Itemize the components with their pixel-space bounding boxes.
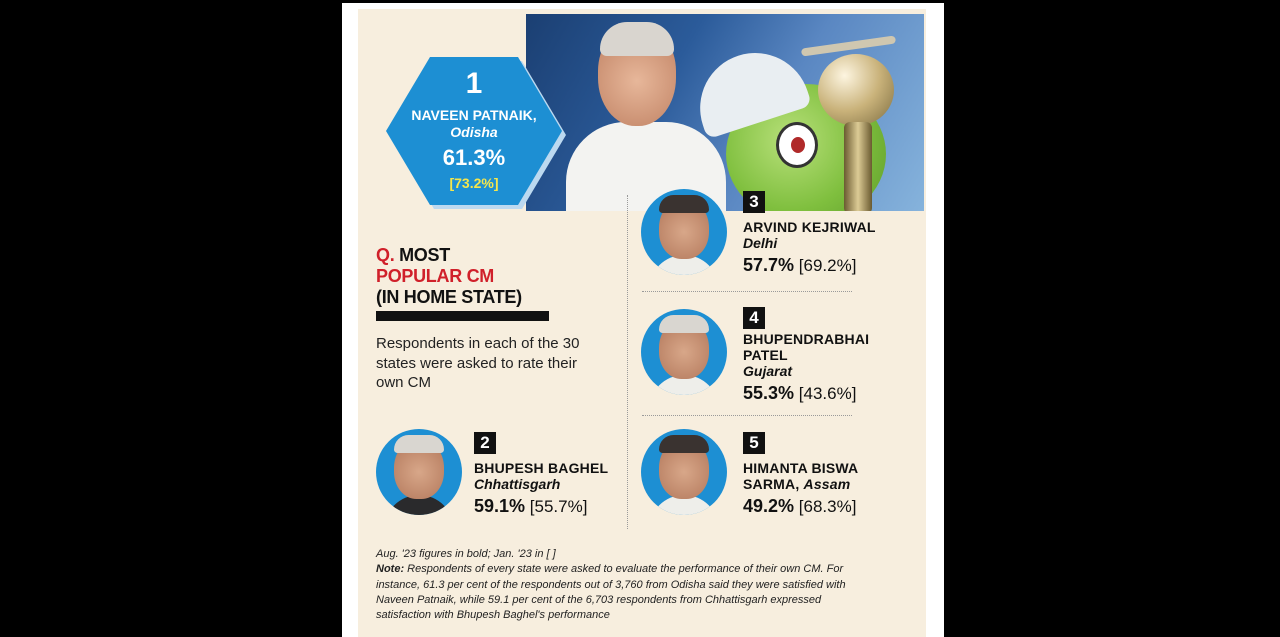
- avatar-hair-shape: [394, 435, 444, 453]
- mascot-eye-shape: [776, 122, 818, 168]
- cm-score-2: 59.1% [55.7%]: [474, 496, 587, 517]
- top-rank-score: 61.3%: [442, 145, 506, 170]
- cm-state-5: Assam: [803, 476, 851, 492]
- footnote-note: Note: Respondents of every state were as…: [376, 562, 856, 623]
- infographic-card: 1 NAVEEN PATNAIK, Odisha 61.3% [73.2%] Q…: [358, 9, 926, 637]
- cm-score-4: 55.3% [43.6%]: [743, 383, 856, 404]
- trophy-bowl-shape: [818, 54, 894, 126]
- cm-name-4: BHUPENDRABHAI: [743, 331, 870, 347]
- footnote-note-text: Respondents of every state were asked to…: [376, 563, 846, 622]
- footnote-note-label: Note:: [376, 563, 405, 576]
- question-prefix: Q.: [376, 245, 395, 265]
- avatar-bhupesh-baghel: [376, 429, 462, 515]
- question-description: Respondents in each of the 30 states wer…: [376, 335, 580, 391]
- rank-badge-2: 2: [474, 432, 496, 454]
- cm-score-current-4: 55.3%: [743, 383, 795, 403]
- cm-score-current-2: 59.1%: [474, 496, 526, 516]
- question-line-1: MOST: [399, 245, 450, 265]
- avatar-bhupendrabhai-patel: [641, 309, 727, 395]
- cm-score-previous-5: [68.3%]: [798, 497, 857, 516]
- avatar-hair-shape: [659, 195, 709, 213]
- cm-score-3: 57.7% [69.2%]: [743, 255, 856, 276]
- avatar-shirt-shape: [384, 495, 454, 515]
- cm-state-2: Chhattisgarh: [474, 476, 561, 492]
- trophy-handle-shape: [800, 35, 897, 57]
- avatar-shirt-shape: [649, 255, 719, 275]
- cm-name-5-line-2: SARMA, Assam: [743, 476, 850, 492]
- cm-name-5-surname: SARMA,: [743, 476, 800, 492]
- avatar-hair-shape: [659, 315, 709, 333]
- row-divider-1: [642, 291, 852, 292]
- question-line-3: (IN HOME STATE): [376, 287, 522, 307]
- cm-score-5: 49.2% [68.3%]: [743, 496, 856, 517]
- cm-score-previous-4: [43.6%]: [798, 384, 857, 403]
- rank-badge-4: 4: [743, 307, 765, 329]
- question-heading: Q. MOST POPULAR CM (IN HOME STATE): [376, 245, 586, 308]
- cm-name-2: BHUPESH BAGHEL: [474, 460, 609, 476]
- cm-name-4-line-2: PATEL: [743, 347, 788, 363]
- top-rank-state: Odisha: [450, 124, 498, 140]
- person-hair-shape: [600, 22, 674, 56]
- footnote: Aug. '23 figures in bold; Jan. '23 in [ …: [376, 547, 856, 623]
- hero-photo: [526, 14, 924, 211]
- avatar-shirt-shape: [649, 375, 719, 395]
- cm-score-previous-2: [55.7%]: [529, 497, 588, 516]
- top-rank-name: NAVEEN PATNAIK, Odisha: [386, 107, 562, 141]
- cm-state-3: Delhi: [743, 235, 778, 251]
- top-rank-number: 1: [465, 67, 483, 100]
- avatar-himanta-biswa-sarma: [641, 429, 727, 515]
- trophy-stem-shape: [844, 122, 872, 211]
- avatar-arvind-kejriwal: [641, 189, 727, 275]
- avatar-hair-shape: [659, 435, 709, 453]
- cm-score-current-5: 49.2%: [743, 496, 795, 516]
- cm-score-previous-3: [69.2%]: [798, 256, 857, 275]
- cm-state-4: Gujarat: [743, 363, 793, 379]
- top-rank-previous: [73.2%]: [449, 175, 499, 191]
- heading-underline-bar: [376, 311, 549, 321]
- top-rank-name-text: NAVEEN PATNAIK,: [411, 107, 537, 123]
- rank-badge-5: 5: [743, 432, 765, 454]
- footnote-legend: Aug. '23 figures in bold; Jan. '23 in [ …: [376, 548, 556, 560]
- cm-score-current-3: 57.7%: [743, 255, 795, 275]
- question-line-2: POPULAR CM: [376, 266, 494, 286]
- column-divider: [627, 195, 628, 529]
- cm-name-3: ARVIND KEJRIWAL: [743, 219, 876, 235]
- row-divider-2: [642, 415, 852, 416]
- infographic-frame: 1 NAVEEN PATNAIK, Odisha 61.3% [73.2%] Q…: [342, 3, 944, 637]
- cm-name-5: HIMANTA BISWA: [743, 460, 859, 476]
- avatar-shirt-shape: [649, 495, 719, 515]
- rank-badge-3: 3: [743, 191, 765, 213]
